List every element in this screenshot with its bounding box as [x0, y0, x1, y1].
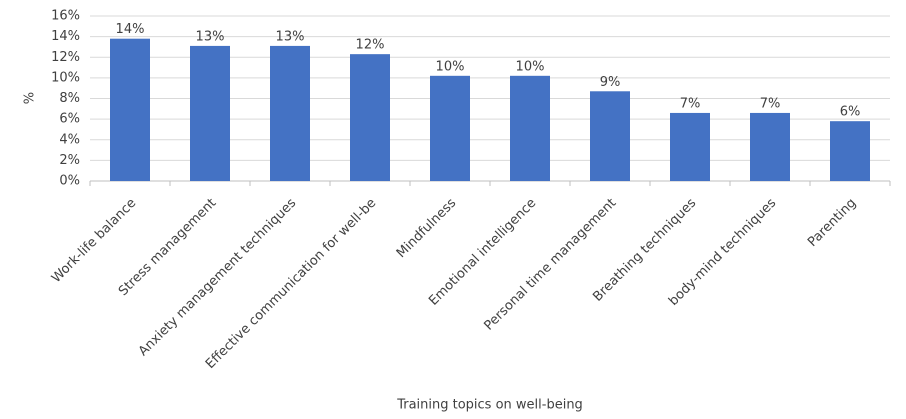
value-label: 10% [436, 59, 465, 74]
bar [590, 91, 630, 181]
y-tick-label: 8% [59, 91, 80, 106]
x-tick-label: Parenting [805, 196, 859, 250]
bar [110, 38, 150, 181]
value-label: 12% [356, 38, 385, 53]
y-tick-label: 2% [59, 153, 80, 168]
bar [830, 121, 870, 181]
y-tick-label: 4% [59, 132, 80, 147]
x-tick-label: Personal time management [481, 196, 619, 334]
value-label: 10% [516, 59, 545, 74]
value-label: 7% [760, 96, 781, 111]
x-axis-title: Training topics on well-being [396, 398, 583, 413]
y-tick-label: 6% [59, 112, 80, 127]
bar [350, 54, 390, 181]
value-label: 9% [600, 75, 621, 90]
bar [510, 75, 550, 181]
y-tick-label: 10% [51, 70, 80, 85]
bar [430, 75, 470, 181]
bar [190, 45, 230, 181]
value-label: 6% [840, 105, 861, 120]
value-label: 14% [116, 22, 145, 37]
bar [270, 45, 310, 181]
bar [750, 112, 790, 181]
y-tick-label: 0% [59, 174, 80, 189]
x-tick-label: Mindfulness [394, 196, 460, 262]
value-label: 7% [680, 96, 701, 111]
x-tick-label: Effective communication for well-be [203, 196, 379, 372]
y-tick-label: 14% [51, 29, 80, 44]
value-label: 13% [276, 29, 305, 44]
y-tick-label: 16% [51, 9, 80, 24]
y-axis-title: % [23, 92, 38, 104]
x-tick-label: Anxiety management techniques [136, 196, 300, 360]
y-tick-label: 12% [51, 50, 80, 65]
x-tick-label: Work-life balance [49, 196, 139, 286]
value-label: 13% [196, 29, 225, 44]
bar [670, 112, 710, 181]
